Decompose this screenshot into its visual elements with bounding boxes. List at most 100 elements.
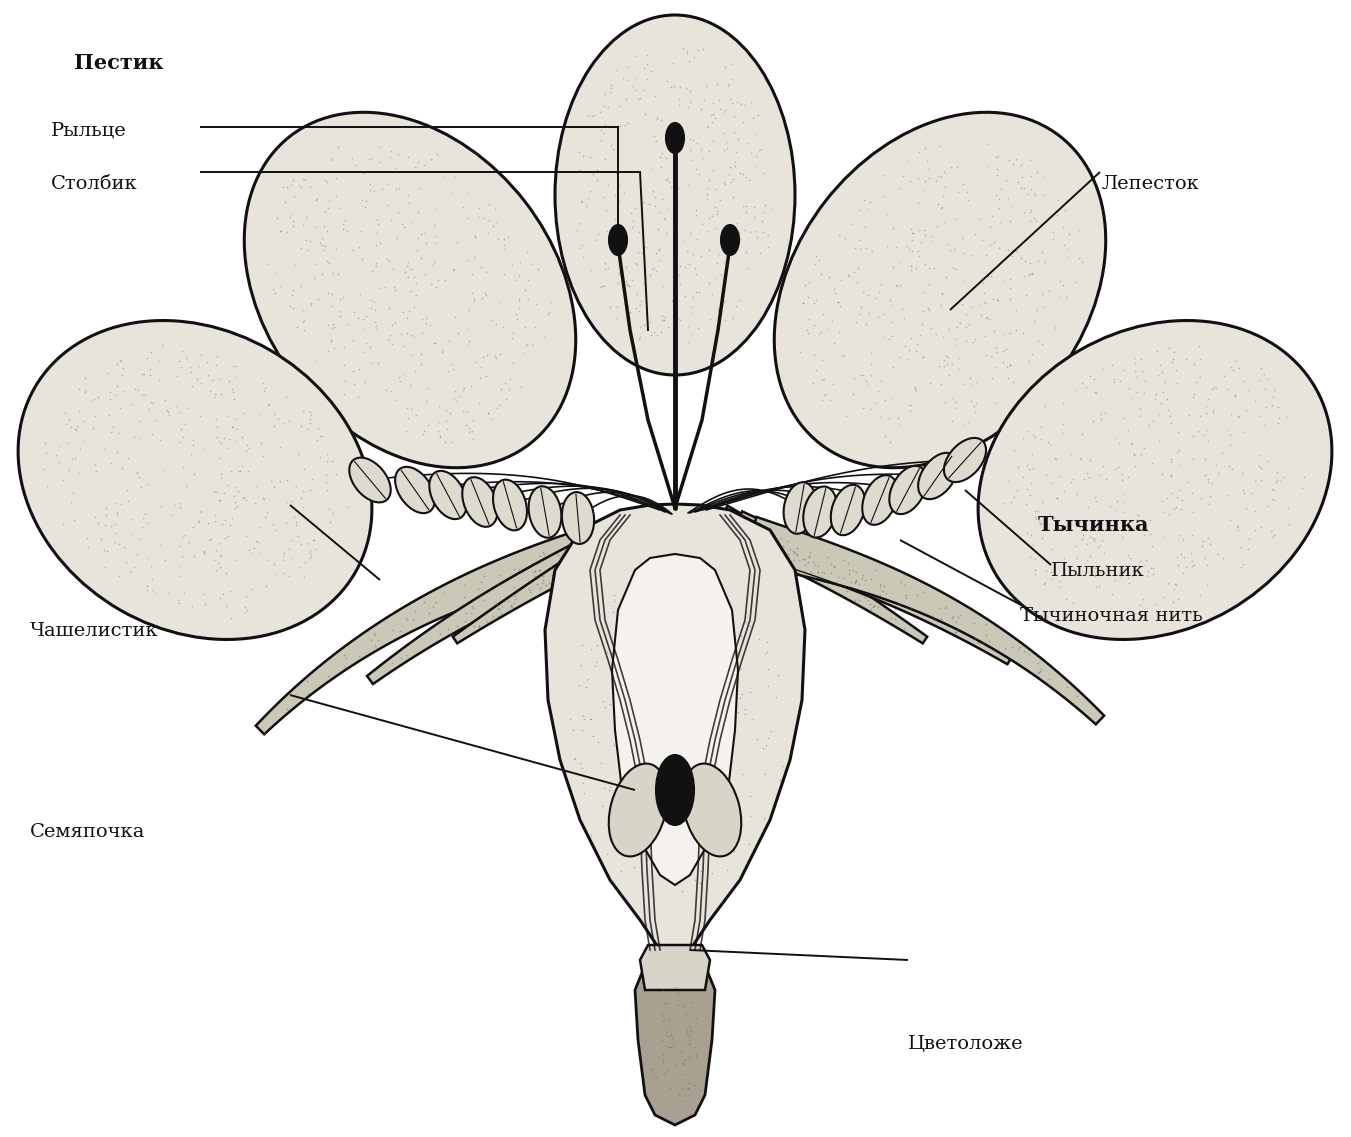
Point	[975, 246, 997, 264]
Point	[59, 493, 81, 512]
Point	[482, 607, 504, 625]
Point	[1263, 491, 1285, 509]
Point	[604, 210, 626, 229]
Point	[603, 140, 624, 158]
Point	[434, 432, 455, 450]
Point	[328, 290, 350, 308]
Point	[716, 819, 738, 837]
Point	[792, 293, 813, 312]
Point	[516, 242, 538, 260]
Point	[222, 383, 243, 401]
Point	[1050, 467, 1071, 485]
Point	[900, 401, 921, 420]
Point	[869, 576, 890, 595]
Point	[1202, 404, 1224, 422]
Point	[871, 582, 893, 600]
Point	[758, 226, 780, 244]
Point	[204, 512, 226, 530]
Point	[1166, 498, 1188, 516]
Point	[620, 744, 642, 762]
Point	[763, 525, 785, 543]
Point	[99, 390, 120, 408]
Point	[974, 326, 996, 345]
Point	[470, 258, 492, 276]
Point	[654, 310, 676, 329]
Point	[377, 330, 399, 348]
Point	[170, 358, 192, 376]
Point	[555, 557, 577, 575]
Point	[255, 578, 277, 596]
Point	[671, 1092, 693, 1110]
Point	[258, 396, 280, 414]
Point	[304, 268, 326, 287]
Point	[901, 257, 923, 275]
Point	[986, 185, 1008, 204]
Point	[190, 501, 212, 520]
Point	[807, 557, 828, 575]
Point	[1043, 507, 1065, 525]
Point	[204, 550, 226, 568]
Point	[611, 249, 632, 267]
Point	[869, 574, 890, 592]
Point	[540, 557, 562, 575]
Point	[640, 159, 662, 177]
Point	[1192, 537, 1213, 555]
Point	[326, 464, 347, 482]
Point	[401, 346, 423, 364]
Point	[896, 589, 917, 607]
Point	[1059, 446, 1081, 464]
Point	[169, 567, 190, 586]
Point	[713, 252, 735, 271]
Point	[1104, 571, 1125, 589]
Point	[604, 737, 626, 755]
Point	[969, 296, 990, 314]
Point	[697, 185, 719, 204]
Point	[141, 425, 162, 443]
Point	[299, 402, 320, 421]
Point	[717, 666, 739, 684]
Point	[1042, 474, 1063, 492]
Point	[1039, 505, 1061, 523]
Point	[426, 144, 447, 163]
Point	[1152, 528, 1174, 546]
Point	[178, 533, 200, 551]
Point	[351, 250, 373, 268]
Point	[1152, 383, 1174, 401]
Point	[973, 634, 994, 653]
Point	[220, 581, 242, 599]
Point	[785, 543, 807, 562]
Point	[720, 55, 742, 73]
Point	[653, 638, 674, 656]
Point	[1017, 459, 1039, 478]
Point	[458, 321, 480, 339]
Point	[476, 285, 497, 304]
Point	[750, 244, 771, 263]
Point	[134, 385, 155, 404]
Point	[358, 150, 380, 168]
Point	[1079, 367, 1101, 385]
Point	[630, 90, 651, 108]
Point	[396, 399, 417, 417]
Point	[786, 545, 808, 563]
Point	[501, 598, 523, 616]
Point	[1009, 638, 1031, 656]
Point	[131, 517, 153, 536]
Point	[177, 399, 199, 417]
Point	[761, 531, 782, 549]
Point	[597, 98, 619, 116]
Point	[559, 709, 581, 728]
Point	[91, 530, 112, 548]
Point	[746, 730, 767, 748]
Point	[630, 296, 651, 314]
Point	[615, 526, 636, 545]
Point	[1197, 471, 1219, 489]
Point	[634, 316, 655, 334]
Point	[223, 487, 245, 505]
Point	[639, 314, 661, 332]
Point	[823, 280, 844, 298]
Point	[1051, 424, 1073, 442]
Point	[739, 171, 761, 189]
Point	[604, 227, 626, 246]
Point	[881, 296, 902, 314]
Point	[875, 236, 897, 255]
